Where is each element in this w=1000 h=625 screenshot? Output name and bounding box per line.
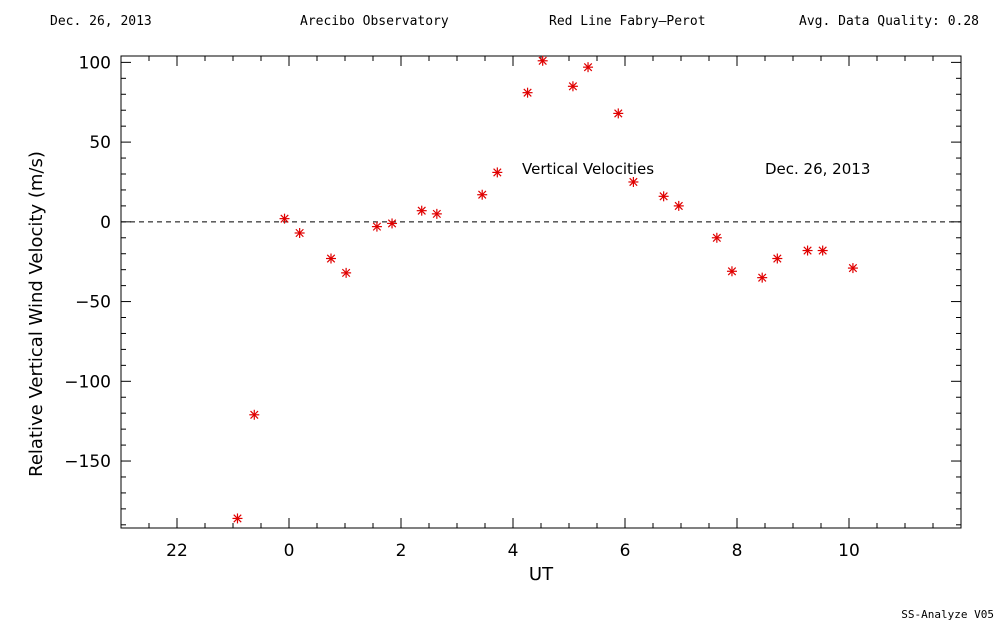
data-point — [537, 55, 548, 66]
data-point — [477, 189, 488, 200]
data-point — [371, 221, 382, 232]
data-point — [757, 272, 768, 283]
data-point — [279, 213, 290, 224]
y-tick-label: −100 — [64, 372, 111, 392]
data-point — [431, 208, 442, 219]
data-point — [387, 218, 398, 229]
annotation-title: Vertical Velocities — [522, 160, 654, 178]
x-tick-label: 10 — [838, 541, 860, 561]
data-point — [726, 266, 737, 277]
x-tick-label: 22 — [166, 541, 188, 561]
data-point — [772, 253, 783, 264]
data-point — [817, 245, 828, 256]
data-point — [567, 81, 578, 92]
data-point — [522, 87, 533, 98]
annotation-date: Dec. 26, 2013 — [765, 160, 870, 178]
axis-ticks — [120, 56, 962, 528]
header-date: Dec. 26, 2013 — [50, 14, 152, 29]
data-points — [232, 55, 858, 524]
data-point — [628, 176, 639, 187]
y-axis-label: Relative Vertical Wind Velocity (m/s) — [26, 151, 47, 477]
y-tick-label: −150 — [64, 452, 111, 472]
x-tick-label: 2 — [396, 541, 407, 561]
footer-version: SS-Analyze V05 — [901, 608, 994, 621]
x-tick-label: 8 — [732, 541, 743, 561]
x-axis-label: UT — [529, 564, 554, 585]
x-tick-label: 0 — [284, 541, 295, 561]
x-tick-label: 4 — [508, 541, 519, 561]
data-point — [583, 62, 594, 73]
data-point — [492, 167, 503, 178]
data-point — [613, 108, 624, 119]
plot-frame — [120, 55, 962, 529]
data-point — [658, 191, 669, 202]
y-tick-label: −50 — [75, 293, 111, 313]
data-point — [294, 228, 305, 238]
header-quality: Avg. Data Quality: 0.28 — [799, 14, 980, 29]
tick-labels: 22 0 2 4 6 8 10 100 50 0 −50 −100 −150 — [64, 53, 860, 561]
data-point — [232, 513, 243, 524]
data-point — [416, 205, 427, 216]
data-point — [326, 253, 336, 264]
y-tick-label: 100 — [79, 53, 111, 73]
data-point — [711, 232, 722, 243]
y-tick-label: 50 — [89, 133, 111, 153]
x-tick-label: 6 — [620, 541, 631, 561]
y-tick-label: 0 — [100, 213, 111, 233]
data-point — [249, 409, 260, 420]
data-point — [847, 263, 858, 274]
data-point — [341, 267, 352, 278]
header-site: Arecibo Observatory — [300, 14, 449, 29]
data-point — [802, 245, 813, 256]
data-point — [673, 200, 684, 211]
header-instrument: Red Line Fabry–Perot — [549, 14, 706, 29]
